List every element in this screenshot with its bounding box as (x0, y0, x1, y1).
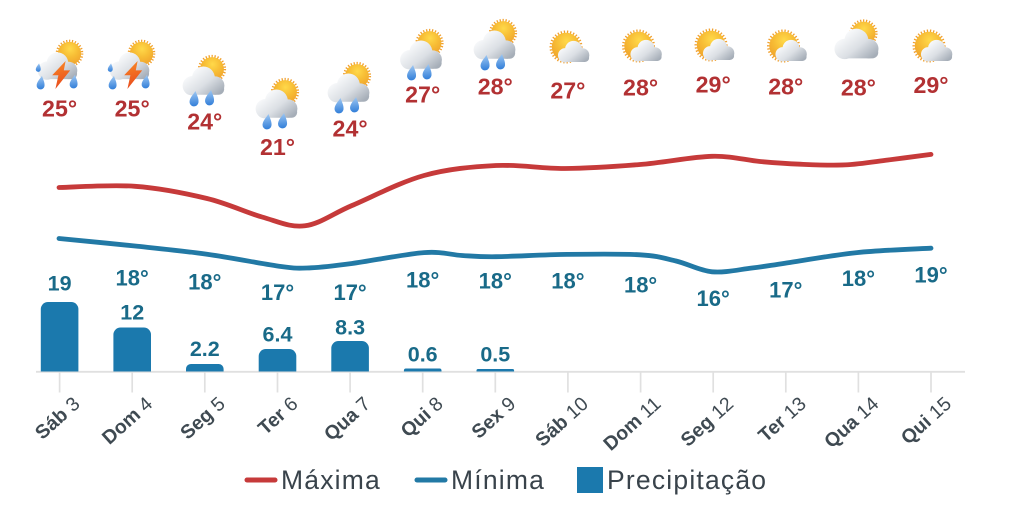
svg-text:Sáb 3: Sáb 3 (31, 393, 84, 444)
svg-text:19: 19 (48, 272, 72, 296)
svg-text:27°: 27° (405, 81, 440, 107)
svg-text:19°: 19° (914, 263, 947, 288)
svg-text:Máxima: Máxima (281, 465, 381, 495)
svg-text:18°: 18° (116, 266, 149, 291)
svg-text:Sáb 10: Sáb 10 (531, 393, 593, 452)
svg-text:28°: 28° (841, 74, 876, 100)
svg-text:Qua 14: Qua 14 (820, 393, 883, 453)
svg-text:2.2: 2.2 (190, 337, 220, 361)
svg-text:28°: 28° (623, 74, 658, 100)
svg-text:18°: 18° (188, 270, 221, 295)
svg-text:17°: 17° (769, 278, 802, 303)
svg-text:18°: 18° (479, 269, 512, 294)
svg-text:Seg 12: Seg 12 (677, 393, 738, 451)
svg-text:Dom 11: Dom 11 (599, 393, 665, 456)
svg-text:0.5: 0.5 (480, 343, 510, 367)
svg-text:Dom 4: Dom 4 (98, 393, 157, 449)
svg-text:Qui 15: Qui 15 (897, 393, 956, 449)
svg-text:8.3: 8.3 (335, 316, 365, 340)
svg-text:Precipitação: Precipitação (607, 465, 767, 495)
svg-text:24°: 24° (187, 108, 222, 134)
svg-text:25°: 25° (42, 95, 77, 121)
svg-text:28°: 28° (768, 73, 803, 99)
svg-text:29°: 29° (913, 72, 948, 98)
svg-text:16°: 16° (697, 286, 730, 311)
svg-text:Mínima: Mínima (451, 465, 545, 495)
svg-text:Ter 13: Ter 13 (754, 393, 810, 447)
svg-text:18°: 18° (624, 273, 657, 298)
svg-text:Qui 8: Qui 8 (397, 393, 448, 442)
svg-text:18°: 18° (551, 269, 584, 294)
svg-text:28°: 28° (478, 73, 513, 99)
svg-text:18°: 18° (406, 268, 439, 293)
svg-text:17°: 17° (261, 280, 294, 305)
svg-text:21°: 21° (260, 134, 295, 160)
svg-text:27°: 27° (550, 77, 585, 103)
svg-text:Qua 7: Qua 7 (320, 393, 375, 446)
svg-text:18°: 18° (842, 266, 875, 291)
svg-text:25°: 25° (115, 95, 150, 121)
svg-text:0.6: 0.6 (408, 343, 438, 367)
svg-text:17°: 17° (333, 280, 366, 305)
svg-text:Sex 9: Sex 9 (468, 393, 521, 443)
svg-text:Seg 5: Seg 5 (176, 393, 230, 444)
svg-text:29°: 29° (696, 71, 731, 97)
svg-text:6.4: 6.4 (263, 323, 293, 347)
svg-text:24°: 24° (333, 115, 368, 141)
svg-text:Ter 6: Ter 6 (254, 393, 302, 440)
svg-text:12: 12 (120, 301, 144, 325)
